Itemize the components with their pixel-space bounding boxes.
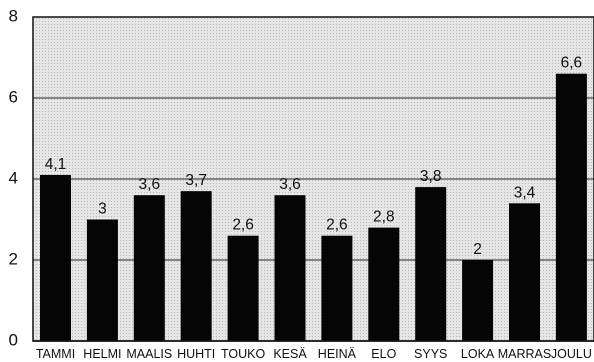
- y-tick-label: 8: [9, 6, 18, 25]
- x-tick-label: HUHTI: [177, 347, 215, 361]
- value-label: 2: [473, 241, 482, 258]
- value-label: 3: [98, 201, 107, 218]
- x-tick-label: KESÄ: [273, 347, 307, 361]
- bar-kesä: [275, 195, 306, 341]
- x-axis-labels: TAMMI HELMI MAALIS HUHTI TOUKO KESÄ HEINÄ ELO SY…: [36, 347, 592, 361]
- x-tick-label: HEINÄ: [318, 347, 357, 361]
- x-tick-label: MAALIS: [126, 347, 172, 361]
- value-label: 2,6: [326, 217, 348, 234]
- bar-touko: [228, 236, 259, 341]
- value-label: 3,6: [279, 176, 301, 193]
- bar-marras: [509, 203, 540, 341]
- bar-maalis: [134, 195, 165, 341]
- x-tick-label: TAMMI: [36, 347, 75, 361]
- bar-heinä: [321, 236, 352, 341]
- value-label: 2,6: [232, 217, 254, 234]
- y-axis-ticks: 0 2 4 6 8: [9, 6, 18, 349]
- value-label: 3,7: [185, 172, 207, 189]
- y-tick-label: 2: [9, 249, 18, 268]
- x-tick-label: MARRAS: [498, 347, 551, 361]
- x-tick-label: JOULU: [551, 347, 592, 361]
- x-tick-label: ELO: [371, 347, 396, 361]
- bar-loka: [462, 260, 493, 341]
- x-tick-label: TOUKO: [221, 347, 265, 361]
- bar-elo: [368, 228, 399, 341]
- y-tick-label: 6: [9, 87, 18, 106]
- value-label: 3,6: [139, 176, 161, 193]
- value-label: 2,8: [373, 209, 395, 226]
- x-tick-label: SYYS: [414, 347, 447, 361]
- bar-helmi: [87, 220, 118, 342]
- value-label: 3,4: [514, 184, 536, 201]
- bar-joulu: [556, 74, 587, 341]
- y-tick-label: 0: [9, 330, 18, 349]
- bar-huhti: [181, 191, 212, 341]
- x-tick-label: LOKA: [461, 347, 495, 361]
- x-tick-label: HELMI: [83, 347, 121, 361]
- y-tick-label: 4: [9, 168, 18, 187]
- value-label: 3,8: [420, 168, 442, 185]
- value-label: 4,1: [45, 156, 67, 173]
- bar-tammi: [40, 175, 71, 341]
- bar-syys: [415, 187, 446, 341]
- value-label: 6,6: [561, 55, 583, 72]
